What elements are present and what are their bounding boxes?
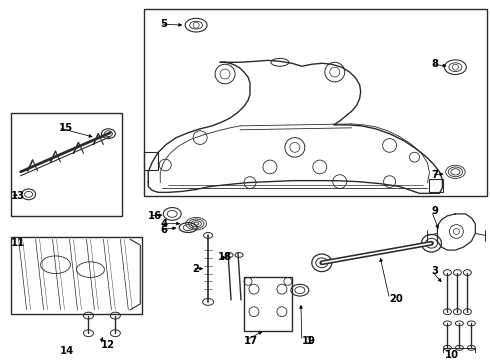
Bar: [11, 237, 142, 314]
Bar: [244, 278, 292, 331]
Text: 8: 8: [432, 59, 439, 69]
Text: 7: 7: [432, 170, 439, 180]
Bar: [144, 9, 488, 196]
Text: 19: 19: [302, 336, 316, 346]
Bar: [144, 152, 158, 170]
Text: 4: 4: [160, 219, 168, 229]
Bar: [443, 348, 475, 354]
Text: 20: 20: [390, 294, 403, 304]
Text: 15: 15: [58, 123, 73, 133]
Text: 1: 1: [306, 336, 314, 346]
Text: 9: 9: [432, 206, 439, 216]
Text: 5: 5: [160, 19, 167, 29]
Text: 11: 11: [11, 238, 25, 248]
Bar: [11, 113, 122, 216]
Text: 12: 12: [100, 340, 114, 350]
Text: 17: 17: [244, 336, 258, 346]
Text: 2: 2: [192, 264, 199, 274]
Bar: [429, 179, 443, 192]
Text: 10: 10: [444, 350, 459, 360]
Text: 14: 14: [59, 346, 74, 356]
Text: 18: 18: [218, 252, 232, 262]
Text: 3: 3: [432, 266, 439, 276]
Text: 16: 16: [148, 211, 162, 221]
Text: 13: 13: [11, 191, 24, 201]
Text: 6: 6: [160, 225, 167, 235]
